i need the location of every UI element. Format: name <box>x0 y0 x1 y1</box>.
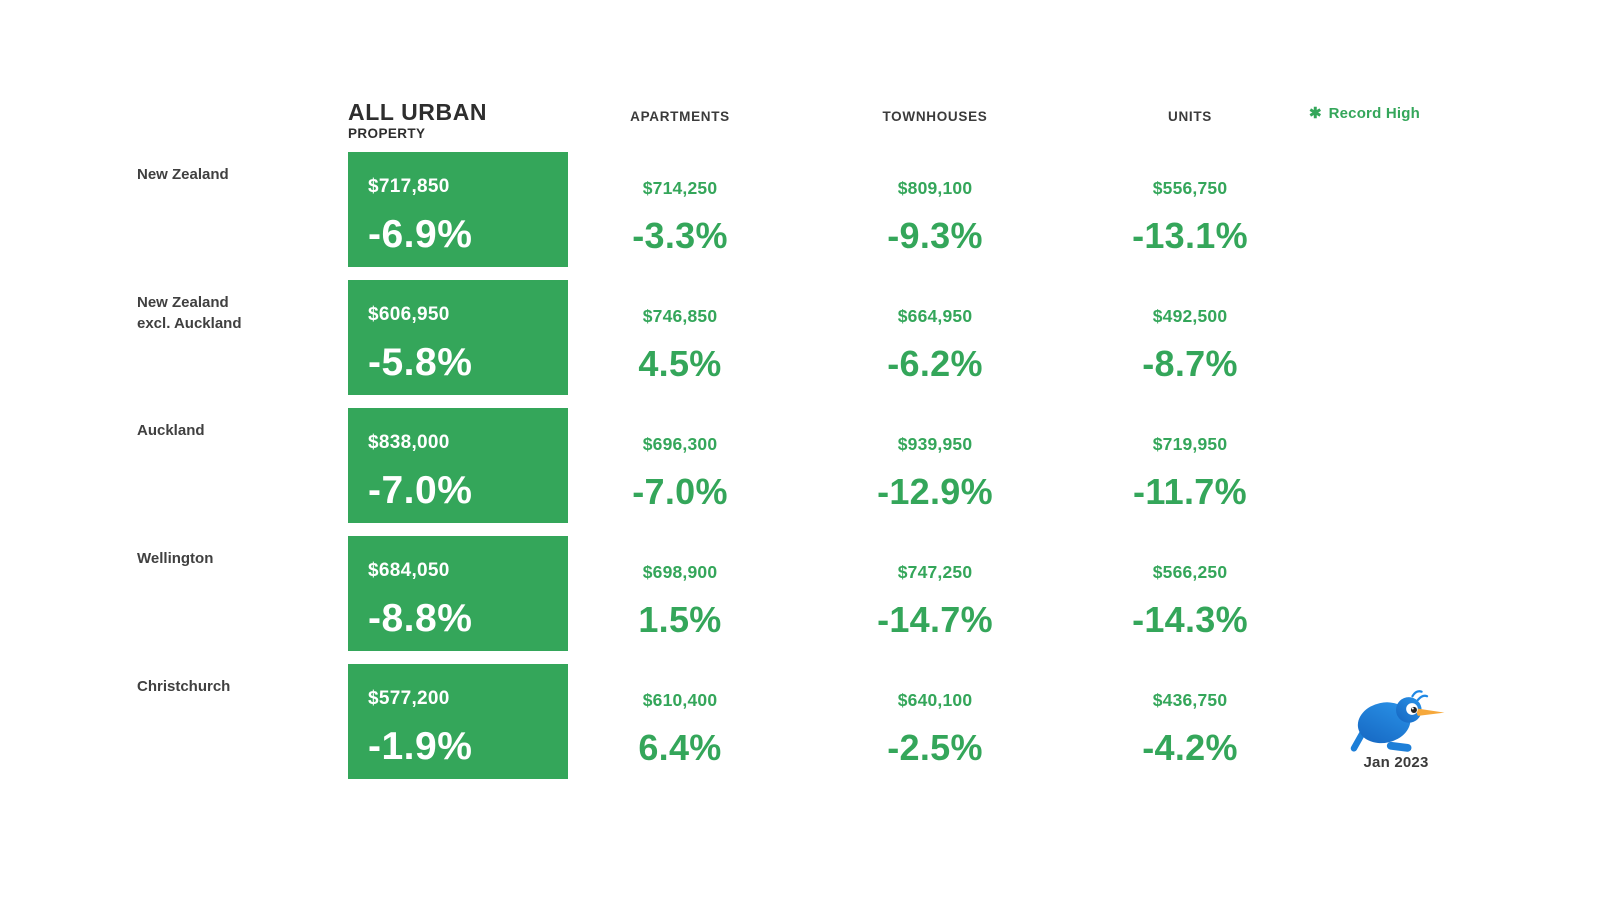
units-price: $436,750 <box>1152 690 1228 710</box>
row-auckland: Auckland $838,000 -7.0% $696,300 -7.0% $… <box>137 408 1600 523</box>
townhouses-change: -9.3% <box>887 215 983 256</box>
units-change: -14.3% <box>1132 599 1248 640</box>
units-price: $556,750 <box>1152 178 1228 198</box>
row-wellington: Wellington $684,050 -8.8% $698,900 1.5% … <box>137 536 1600 651</box>
all-urban-change: -8.8% <box>368 596 473 640</box>
all-urban-value-box: $606,950 -5.8% <box>348 280 568 395</box>
townhouses-cell: $939,950 -12.9% <box>792 408 1078 523</box>
apartments-price: $698,900 <box>642 562 718 582</box>
col-header-apartments: APARTMENTS <box>630 109 730 124</box>
price-table: ALL URBAN PROPERTY APARTMENTS TOWNHOUSES… <box>137 100 1600 792</box>
townhouses-cell: $747,250 -14.7% <box>792 536 1078 651</box>
units-change: -4.2% <box>1142 727 1238 768</box>
townhouses-change: -6.2% <box>887 343 983 384</box>
units-cell: $436,750 -4.2% <box>1078 664 1302 779</box>
kiwi-bird-logo-icon <box>1336 688 1456 752</box>
townhouses-change: -12.9% <box>877 471 993 512</box>
all-urban-value-box: $684,050 -8.8% <box>348 536 568 651</box>
row-new-zealand: New Zealand $717,850 -6.9% $714,250 -3.3… <box>137 152 1600 267</box>
apartments-change: 4.5% <box>638 343 722 384</box>
all-urban-price: $606,950 <box>368 304 450 325</box>
all-urban-change: -7.0% <box>368 468 473 512</box>
apartments-change: -3.3% <box>632 215 728 256</box>
region-label-line1: Auckland <box>137 422 205 439</box>
apartments-change: -7.0% <box>632 471 728 512</box>
units-change: -8.7% <box>1142 343 1238 384</box>
all-urban-price: $577,200 <box>368 688 450 709</box>
row-christchurch: Christchurch $577,200 -1.9% $610,400 6.4… <box>137 664 1600 779</box>
record-high-label: Record High <box>1328 105 1420 122</box>
apartments-price: $610,400 <box>642 690 718 710</box>
apartments-change: 6.4% <box>638 727 722 768</box>
units-price: $492,500 <box>1152 306 1228 326</box>
col-header-all-urban-line2: PROPERTY <box>348 126 426 142</box>
all-urban-price: $684,050 <box>368 560 450 581</box>
region-label: New Zealand <box>137 152 348 267</box>
region-label: Auckland <box>137 408 348 523</box>
region-label-line2: excl. Auckland <box>137 315 242 332</box>
apartments-price: $696,300 <box>642 434 718 454</box>
townhouses-cell: $640,100 -2.5% <box>792 664 1078 779</box>
all-urban-price: $838,000 <box>368 432 450 453</box>
townhouses-change: -2.5% <box>887 727 983 768</box>
townhouses-price: $809,100 <box>897 178 973 198</box>
col-header-all-urban-line1: ALL URBAN <box>348 99 488 125</box>
units-cell: $566,250 -14.3% <box>1078 536 1302 651</box>
brand-block: Jan 2023 <box>1336 688 1456 771</box>
townhouses-price: $747,250 <box>897 562 973 582</box>
apartments-change: 1.5% <box>638 599 722 640</box>
units-cell: $492,500 -8.7% <box>1078 280 1302 395</box>
col-header-all-urban-property: ALL URBAN PROPERTY <box>348 100 568 152</box>
townhouses-change: -14.7% <box>877 599 993 640</box>
apartments-price: $746,850 <box>642 306 718 326</box>
date-label: Jan 2023 <box>1363 754 1429 771</box>
record-high-asterisk-icon: ✱ <box>1309 105 1322 122</box>
townhouses-price: $939,950 <box>897 434 973 454</box>
apartments-cell: $746,850 4.5% <box>568 280 792 395</box>
townhouses-cell: $664,950 -6.2% <box>792 280 1078 395</box>
all-urban-value-box: $717,850 -6.9% <box>348 152 568 267</box>
region-label: New Zealand excl. Auckland <box>137 280 348 395</box>
apartments-cell: $696,300 -7.0% <box>568 408 792 523</box>
units-cell: $719,950 -11.7% <box>1078 408 1302 523</box>
units-price: $566,250 <box>1152 562 1228 582</box>
apartments-price: $714,250 <box>642 178 718 198</box>
table-header: ALL URBAN PROPERTY APARTMENTS TOWNHOUSES… <box>137 100 1600 152</box>
apartments-cell: $698,900 1.5% <box>568 536 792 651</box>
region-label-line1: New Zealand <box>137 294 229 311</box>
all-urban-value-box: $577,200 -1.9% <box>348 664 568 779</box>
all-urban-price: $717,850 <box>368 176 450 197</box>
region-label: Christchurch <box>137 664 348 779</box>
col-header-units: UNITS <box>1168 109 1212 124</box>
units-price: $719,950 <box>1152 434 1228 454</box>
row-new-zealand-excl-auckland: New Zealand excl. Auckland $606,950 -5.8… <box>137 280 1600 395</box>
all-urban-change: -1.9% <box>368 724 473 768</box>
all-urban-value-box: $838,000 -7.0% <box>348 408 568 523</box>
apartments-cell: $714,250 -3.3% <box>568 152 792 267</box>
all-urban-change: -5.8% <box>368 340 473 384</box>
region-label-line1: Wellington <box>137 550 214 567</box>
townhouses-cell: $809,100 -9.3% <box>792 152 1078 267</box>
units-change: -13.1% <box>1132 215 1248 256</box>
region-label: Wellington <box>137 536 348 651</box>
townhouses-price: $664,950 <box>897 306 973 326</box>
units-change: -11.7% <box>1133 471 1247 512</box>
region-label-line1: Christchurch <box>137 678 231 695</box>
units-cell: $556,750 -13.1% <box>1078 152 1302 267</box>
all-urban-change: -6.9% <box>368 212 473 256</box>
townhouses-price: $640,100 <box>897 690 973 710</box>
region-label-line1: New Zealand <box>137 166 229 183</box>
apartments-cell: $610,400 6.4% <box>568 664 792 779</box>
col-header-townhouses: TOWNHOUSES <box>882 109 988 124</box>
record-high-legend: ✱ Record High <box>1309 105 1420 122</box>
